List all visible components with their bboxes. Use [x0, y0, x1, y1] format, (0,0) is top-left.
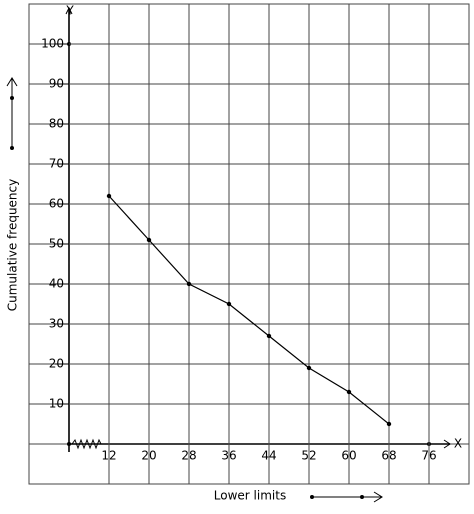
y-tick-label: 40 — [49, 277, 64, 291]
y-axis-symbol: Y — [65, 4, 74, 18]
point — [186, 281, 192, 287]
line — [108, 195, 390, 425]
arrow-dot — [360, 495, 364, 499]
point — [146, 237, 152, 243]
x-tick-label: 68 — [381, 449, 396, 463]
point — [346, 389, 352, 395]
x-tick-label: 44 — [261, 449, 276, 463]
y-tick-label: 30 — [49, 317, 64, 331]
y-label-arrowhead — [6, 77, 18, 87]
y-tick-label: 50 — [49, 237, 64, 251]
x-tick-label: 36 — [221, 449, 236, 463]
point — [386, 421, 392, 427]
point — [106, 193, 112, 199]
x-axis-label: Lower limits — [214, 489, 286, 503]
y-tick-label: 20 — [49, 357, 64, 371]
point — [306, 365, 312, 371]
x-label-arrowhead — [373, 491, 383, 503]
arrow-dot — [10, 96, 14, 100]
point — [226, 301, 232, 307]
axis-break — [71, 438, 102, 450]
arrow-dot — [310, 495, 314, 499]
y-tick-label: 100 — [41, 37, 64, 51]
y-tick-label: 90 — [49, 77, 64, 91]
x-tick-label: 52 — [301, 449, 316, 463]
arrow-dot — [10, 146, 14, 150]
x-arrow — [443, 439, 451, 449]
x-tick-label: 12 — [101, 449, 116, 463]
y-tick-label: 10 — [49, 397, 64, 411]
y-tick-label: 80 — [49, 117, 64, 131]
point — [266, 333, 272, 339]
x-tick-label: 20 — [141, 449, 156, 463]
x-axis-symbol: X — [454, 437, 462, 451]
y-tick-label: 70 — [49, 157, 64, 171]
label-arrows — [6, 77, 383, 503]
x-tick-label: 76 — [421, 449, 436, 463]
x-tick-label: 28 — [181, 449, 196, 463]
y-axis-label: Cumulative frequency — [6, 179, 20, 312]
y-arrow — [65, 6, 73, 15]
x-tick-label: 60 — [341, 449, 356, 463]
y-tick-label: 60 — [49, 197, 64, 211]
origin-dot — [67, 442, 71, 446]
